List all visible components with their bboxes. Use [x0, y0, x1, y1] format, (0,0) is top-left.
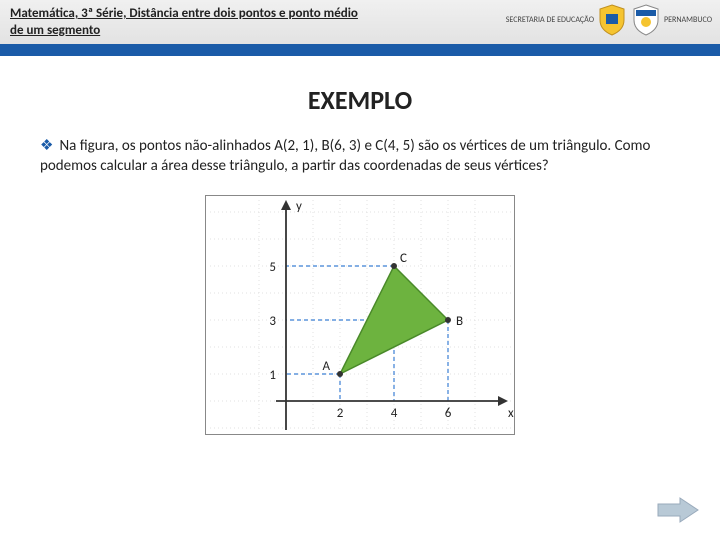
slide-title: EXEMPLO — [0, 84, 720, 116]
svg-text:6: 6 — [445, 406, 452, 421]
shield-icon — [598, 4, 626, 36]
logo-secretaria: SECRETARIA DE EDUCAÇÃO — [506, 4, 626, 36]
next-arrow-icon[interactable] — [656, 494, 700, 526]
svg-text:B: B — [456, 314, 463, 329]
svg-text:y: y — [296, 199, 302, 214]
bullet-icon: ❖ — [40, 136, 53, 156]
svg-text:x: x — [508, 406, 514, 421]
svg-text:C: C — [400, 251, 407, 266]
svg-text:4: 4 — [391, 406, 398, 421]
shield-icon — [632, 4, 660, 36]
svg-text:2: 2 — [337, 406, 344, 421]
header-logos: SECRETARIA DE EDUCAÇÃO PERNAMBUCO — [506, 4, 712, 36]
secretaria-label: SECRETARIA DE EDUCAÇÃO — [506, 16, 594, 24]
coordinate-chart: 2 4 6 1 3 5 x y A B C — [206, 196, 516, 436]
pernambuco-label: PERNAMBUCO — [664, 16, 712, 24]
header-blue-bar — [0, 44, 720, 52]
svg-text:3: 3 — [269, 314, 276, 329]
chart-frame: 2 4 6 1 3 5 x y A B C — [205, 195, 515, 435]
slide-header: Matemática, 3ª Série, Distância entre do… — [0, 0, 720, 56]
logo-pernambuco: PERNAMBUCO — [632, 4, 712, 36]
svg-text:A: A — [322, 359, 330, 374]
chart-container: 2 4 6 1 3 5 x y A B C — [0, 195, 720, 435]
svg-text:5: 5 — [269, 260, 276, 275]
paragraph-text: Na figura, os pontos não-alinhados A(2, … — [40, 137, 650, 175]
svg-text:1: 1 — [269, 368, 276, 383]
header-subject: Matemática, 3ª Série, Distância entre do… — [10, 6, 360, 40]
body-paragraph: ❖Na figura, os pontos não-alinhados A(2,… — [40, 136, 680, 177]
